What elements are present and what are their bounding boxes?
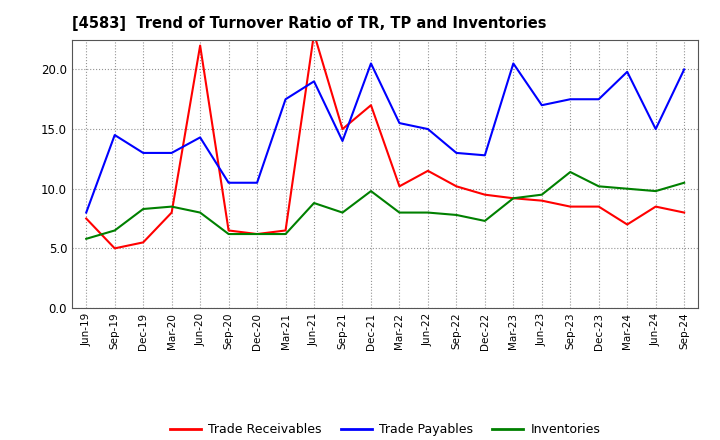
Inventories: [196, 210, 204, 215]
Trade Receivables: [652, 204, 660, 209]
Trade Payables: [282, 97, 290, 102]
Inventories: [595, 183, 603, 189]
Trade Receivables: [566, 204, 575, 209]
Trade Payables: [253, 180, 261, 185]
Trade Payables: [110, 132, 119, 138]
Trade Payables: [652, 126, 660, 132]
Trade Receivables: [366, 103, 375, 108]
Inventories: [680, 180, 688, 185]
Inventories: [282, 231, 290, 237]
Trade Receivables: [282, 228, 290, 233]
Trade Receivables: [310, 31, 318, 36]
Trade Payables: [82, 210, 91, 215]
Trade Receivables: [480, 192, 489, 197]
Trade Receivables: [338, 126, 347, 132]
Inventories: [110, 228, 119, 233]
Trade Receivables: [253, 231, 261, 237]
Trade Receivables: [139, 240, 148, 245]
Trade Receivables: [82, 216, 91, 221]
Trade Receivables: [110, 246, 119, 251]
Inventories: [366, 188, 375, 194]
Trade Receivables: [680, 210, 688, 215]
Trade Receivables: [167, 210, 176, 215]
Trade Payables: [395, 121, 404, 126]
Trade Payables: [139, 150, 148, 156]
Trade Payables: [509, 61, 518, 66]
Trade Payables: [680, 67, 688, 72]
Legend: Trade Receivables, Trade Payables, Inventories: Trade Receivables, Trade Payables, Inven…: [165, 418, 606, 440]
Trade Payables: [480, 153, 489, 158]
Trade Payables: [423, 126, 432, 132]
Line: Inventories: Inventories: [86, 172, 684, 239]
Trade Payables: [623, 69, 631, 74]
Trade Receivables: [509, 196, 518, 201]
Trade Receivables: [595, 204, 603, 209]
Inventories: [623, 186, 631, 191]
Trade Payables: [338, 138, 347, 143]
Trade Payables: [310, 79, 318, 84]
Trade Payables: [225, 180, 233, 185]
Trade Receivables: [225, 228, 233, 233]
Inventories: [566, 169, 575, 175]
Trade Payables: [537, 103, 546, 108]
Trade Receivables: [452, 183, 461, 189]
Inventories: [509, 196, 518, 201]
Inventories: [139, 206, 148, 212]
Inventories: [537, 192, 546, 197]
Line: Trade Payables: Trade Payables: [86, 63, 684, 213]
Trade Receivables: [623, 222, 631, 227]
Inventories: [452, 213, 461, 218]
Inventories: [480, 218, 489, 224]
Trade Payables: [452, 150, 461, 156]
Inventories: [253, 231, 261, 237]
Inventories: [395, 210, 404, 215]
Inventories: [310, 200, 318, 205]
Line: Trade Receivables: Trade Receivables: [86, 33, 684, 248]
Trade Payables: [196, 135, 204, 140]
Inventories: [225, 231, 233, 237]
Trade Payables: [366, 61, 375, 66]
Inventories: [82, 236, 91, 242]
Trade Payables: [595, 97, 603, 102]
Trade Payables: [566, 97, 575, 102]
Text: [4583]  Trend of Turnover Ratio of TR, TP and Inventories: [4583] Trend of Turnover Ratio of TR, TP…: [72, 16, 546, 32]
Inventories: [338, 210, 347, 215]
Trade Receivables: [537, 198, 546, 203]
Inventories: [652, 188, 660, 194]
Trade Receivables: [395, 183, 404, 189]
Inventories: [423, 210, 432, 215]
Trade Receivables: [196, 43, 204, 48]
Trade Receivables: [423, 168, 432, 173]
Trade Payables: [167, 150, 176, 156]
Inventories: [167, 204, 176, 209]
